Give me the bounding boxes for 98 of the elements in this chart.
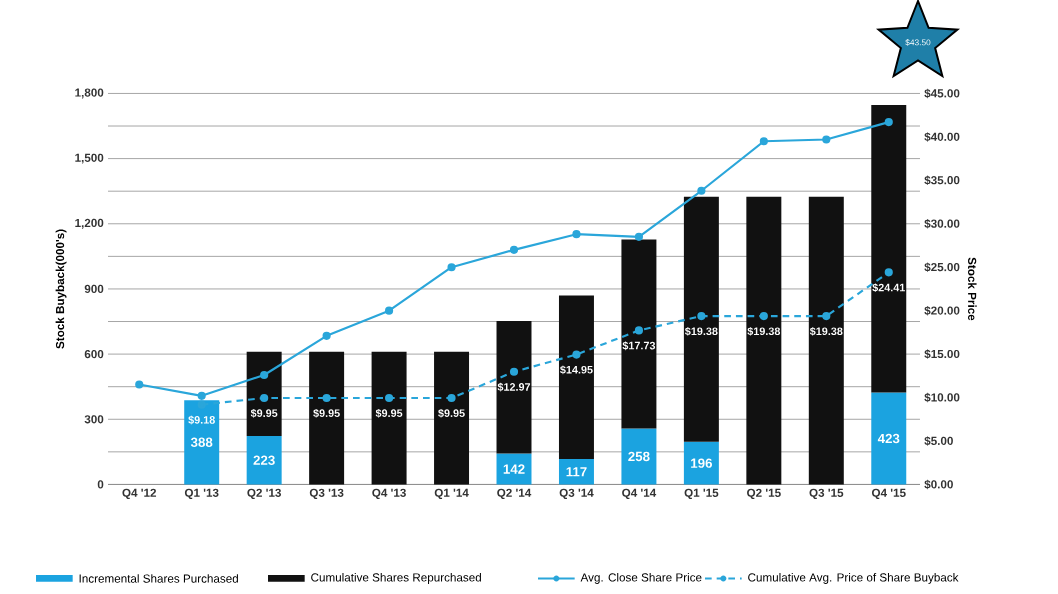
- y2-tick-label: $0.00: [924, 479, 953, 489]
- point: [385, 306, 394, 315]
- point: [884, 268, 893, 277]
- point: [822, 311, 831, 320]
- legend-label: Avg. Close Share Price: [580, 572, 702, 584]
- legend-label: Cumulative Avg. Price of Share Buyback: [748, 572, 959, 584]
- point: [697, 311, 706, 320]
- y2-tick-label: $35.00: [924, 175, 960, 185]
- x-tick-label: Q2 '14: [497, 488, 532, 499]
- bar: [621, 428, 657, 485]
- point: [322, 393, 331, 402]
- x-tick-label: Q4 '13: [372, 488, 406, 499]
- data-label: 223: [253, 455, 275, 465]
- y-tick-label: 0: [97, 480, 104, 489]
- point: [135, 380, 144, 389]
- data-label: $9.95: [250, 408, 278, 418]
- y-tick-label: 1,800: [75, 88, 104, 99]
- x-tick-label: Q3 '13: [309, 488, 344, 499]
- x-tick-label: Q3 '14: [559, 488, 594, 499]
- data-label: $17.73: [622, 341, 656, 350]
- point: [197, 400, 206, 409]
- y-axis-title: Stock Buyback(000's): [55, 229, 67, 349]
- point: [697, 186, 706, 195]
- bar: [683, 196, 719, 442]
- point: [260, 370, 269, 379]
- y2-tick-label: $20.00: [924, 305, 960, 316]
- bar: [871, 104, 907, 393]
- x-tick-label: Q4 '15: [871, 488, 906, 499]
- y-tick-label: 1,500: [75, 153, 104, 164]
- data-label: $14.95: [560, 365, 593, 375]
- data-label: $19.38: [747, 326, 781, 336]
- data-label: $24.41: [872, 283, 906, 292]
- point: [634, 232, 644, 241]
- bar: [496, 320, 532, 454]
- data-label: $9.95: [438, 408, 465, 418]
- y2-tick-label: $25.00: [924, 262, 960, 272]
- text: $43.50: [905, 38, 931, 46]
- data-label: $19.38: [809, 326, 843, 336]
- data-label: 117: [566, 466, 587, 477]
- x-tick-label: Q4 '14: [622, 488, 657, 499]
- x-tick-label: Q2 '15: [747, 488, 781, 499]
- y-tick-label: 900: [84, 284, 104, 293]
- point: [509, 245, 519, 254]
- data-label: $9.95: [375, 408, 403, 418]
- y-tick-label: 1,200: [75, 218, 104, 229]
- bar: [871, 392, 907, 485]
- y2-axis-title: Stock Price: [968, 257, 977, 321]
- data-label: $12.97: [497, 382, 531, 392]
- y2-tick-label: $45.00: [924, 88, 960, 98]
- point: [822, 135, 831, 144]
- x-tick-label: Q2 '13: [247, 488, 282, 499]
- y2-tick-label: $40.00: [924, 131, 960, 142]
- point: [447, 393, 456, 402]
- x-tick-label: Q1 '13: [184, 488, 219, 499]
- x-tick-label: Q3 '15: [809, 488, 844, 499]
- point: [260, 393, 269, 402]
- point: [385, 393, 394, 402]
- bar: [246, 351, 282, 436]
- y-tick-label: 600: [84, 349, 104, 359]
- x-tick-label: Q4 '12: [122, 488, 157, 499]
- bar: [184, 399, 220, 485]
- legend-label: Cumulative Shares Repurchased: [311, 572, 481, 584]
- point: [322, 331, 331, 340]
- y2-tick-label: $30.00: [924, 218, 960, 229]
- data-label: 423: [877, 433, 900, 444]
- point: [759, 136, 768, 146]
- x-tick-label: Q1 '14: [434, 488, 469, 499]
- point: [509, 367, 519, 376]
- bar: [434, 351, 470, 485]
- bar: [309, 351, 345, 485]
- point: [447, 262, 456, 272]
- data-label: $9.95: [313, 408, 340, 418]
- point: [197, 391, 206, 400]
- data-label: $19.38: [684, 326, 718, 336]
- point: [759, 311, 768, 320]
- x-tick-label: Q1 '15: [684, 488, 719, 499]
- data-label: 196: [691, 458, 713, 468]
- data-label: $9.18: [188, 415, 215, 425]
- point: [572, 229, 581, 239]
- y-tick-label: 300: [84, 414, 104, 424]
- bar: [808, 196, 844, 485]
- point: [634, 326, 644, 335]
- bar: [746, 196, 782, 485]
- bar: [621, 239, 657, 429]
- bar: [246, 435, 282, 485]
- bar: [558, 458, 594, 485]
- bar: [558, 295, 594, 459]
- y2-tick-label: $10.00: [924, 392, 960, 403]
- y2-tick-label: $5.00: [924, 436, 953, 446]
- data-label: 142: [503, 464, 525, 474]
- point: [572, 350, 581, 359]
- bar: [683, 441, 719, 485]
- data-label: 388: [190, 437, 213, 447]
- data-label: 258: [628, 451, 650, 461]
- point: [884, 117, 893, 126]
- bar: [371, 351, 407, 485]
- legend-label: Incremental Shares Purchased: [79, 573, 238, 583]
- y2-tick-label: $15.00: [924, 349, 960, 359]
